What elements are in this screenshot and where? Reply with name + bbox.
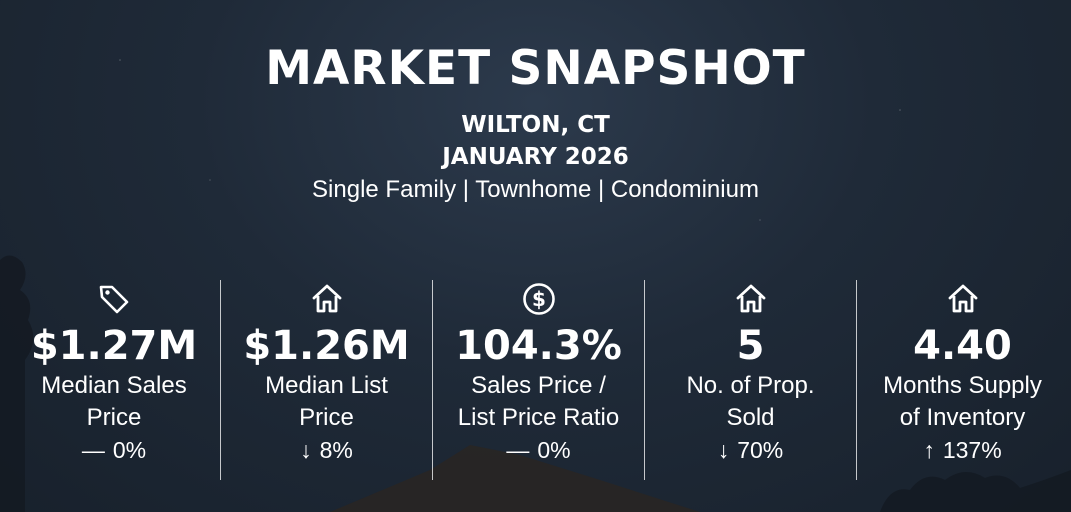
period-label: JANUARY 2026 [442,144,629,170]
stat-label-line: Sold [726,404,775,431]
stat-label-line: Price [86,404,142,431]
stats-row: $1.27M Median Sales Price — 0% $1.26M Med… [8,280,1068,480]
stat-change-value: 8% [319,437,353,463]
stat-label: Sales Price / List Price Ratio [433,370,644,434]
stat-months-supply: 4.40 Months Supply of Inventory ↑ 137% [856,280,1068,480]
page-title: MARKET SNAPSHOT [265,41,806,96]
stat-value: $1.27M [30,323,198,369]
stat-label-line: Median Sales [41,372,187,399]
location-label: WILTON, CT [461,112,610,138]
stat-value: 104.3% [455,323,622,369]
property-types-label: Single Family | Townhome | Condominium [312,176,759,203]
stat-label-line: Months Supply [883,372,1042,399]
stat-change: ↓ 8% [221,434,432,466]
arrow-up-icon: ↑ [923,437,935,463]
stat-label: Median List Price [221,370,432,434]
dash-icon: — [506,437,530,463]
arrow-down-icon: ↓ [300,437,312,463]
stat-median-list-price: $1.26M Median List Price ↓ 8% [220,280,432,480]
svg-text:$: $ [532,287,546,311]
arrow-down-icon: ↓ [717,437,730,463]
stat-change: ↑ 137% [857,434,1068,466]
house-icon [312,284,341,313]
stat-label: No. of Prop. Sold [645,370,856,434]
dollar-circle-icon: $ [522,283,555,315]
stat-change-value: 70% [737,437,784,463]
roof-silhouette [330,445,700,512]
stat-label: Months Supply of Inventory [857,370,1068,434]
stat-label: Median Sales Price [8,370,220,434]
stat-value: $1.26M [243,323,410,369]
stat-change: ↓ 70% [645,434,856,466]
stat-change-value: 137% [942,437,1002,463]
stat-change: — 0% [8,434,220,466]
stat-properties-sold: 5 No. of Prop. Sold ↓ 70% [644,280,856,480]
stat-label-line: of Inventory [899,404,1026,431]
stat-sales-list-ratio: $ 104.3% Sales Price / List Price Ratio … [432,280,644,480]
stat-label-line: No. of Prop. [686,372,815,399]
stat-median-sales-price: $1.27M Median Sales Price — 0% [8,280,220,480]
stat-change-value: 0% [537,437,571,463]
stat-label-line: Sales Price / [471,372,606,399]
tree-silhouette-left [0,255,34,512]
stat-label-line: List Price Ratio [457,404,620,431]
house-icon [736,284,765,313]
house-icon [948,284,977,313]
stat-value: 5 [736,323,765,369]
stat-change-value: 0% [112,437,147,463]
stat-label-line: Median List [265,372,388,399]
stat-label-line: Price [299,404,354,431]
price-tag-icon [99,285,129,314]
tree-silhouette-right [880,470,1071,512]
stat-change: — 0% [433,434,644,466]
stat-value: 4.40 [913,323,1012,369]
dash-icon: — [81,437,105,463]
